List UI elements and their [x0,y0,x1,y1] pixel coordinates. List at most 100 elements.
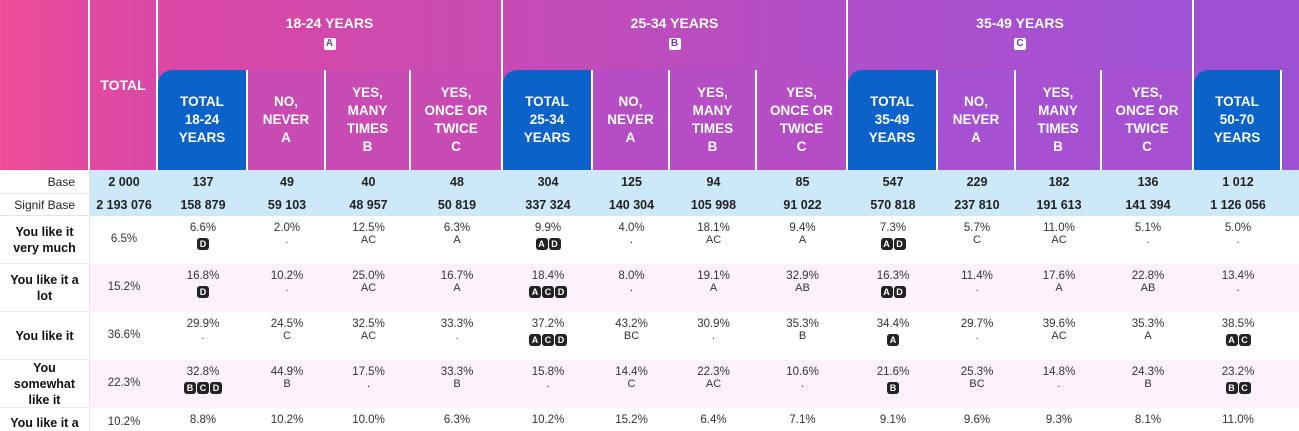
data-cell: 7.3% A D [848,216,938,264]
significance-badge: A [880,286,893,298]
data-cell: 16.3% A D [848,264,938,312]
subheader-line: TIMES [691,121,734,136]
cell-percent: 17.6% [1042,270,1076,282]
sig-value: 141 394 [1125,198,1171,212]
subheader-line: 25-34 [529,112,565,127]
data-cell: 7.1% [757,408,848,431]
subheader-answer[interactable]: YES, ONCE OR TWICE C [1102,70,1194,170]
group-header-1[interactable]: 18-24 YEARS A [158,0,503,70]
data-cell: 34.4% A [848,312,938,360]
group-header-row: 18-24 YEARS A 25-34 YEARS B 35-49 YEARS C [0,0,1299,70]
row-label-line: very much [13,240,76,255]
row-label-text: You like it [15,328,73,344]
cell-percent: 8.0% [618,270,645,282]
table-row: You like it 36.6% 29.9%. 24.5% C 32.5% AC 33.3%… [0,312,1299,360]
subheader-answer[interactable]: NO, NEVER A [248,70,326,170]
data-cell: 2.0%. [248,216,326,264]
cell-percent: 35.3% [786,318,819,330]
subheader-line: C [1142,139,1152,154]
subheader-line: YES, [352,85,383,100]
data-cell: 23.2% B C [1194,360,1282,408]
base-value: 229 [966,175,988,189]
subheader-answer[interactable]: YES, MANY TIMES B [670,70,757,170]
subheader-total[interactable]: TOTAL 18-24 YEARS [158,70,248,170]
significance-badge: D [893,286,906,298]
data-cell: 25.3% BC [938,360,1016,408]
data-cell: 15.2% [593,408,670,431]
data-cell: 18.1% AC [670,216,757,264]
subheader-answer[interactable]: YES, ONCE OR TWICE C [757,70,848,170]
data-cell: 8.8% [158,408,248,431]
data-cell: 19.1% A [670,264,757,312]
subheader-answer[interactable]: NO, NEVER A [593,70,670,170]
cell-percent: 13.4% [1221,270,1255,282]
subheader-answer[interactable]: YES, MANY TIMES B [1016,70,1102,170]
table-corner [0,0,90,170]
significance-badge: A [529,334,541,346]
cell-percent: 34.4% [876,318,910,330]
group-header-next[interactable] [1194,0,1299,70]
data-cell: 12.5% AC [326,216,411,264]
cell-significance: A [453,282,461,294]
subheader-total[interactable]: TOTAL 25-34 YEARS [503,70,593,170]
cell-significance: . [546,378,550,390]
group-letter-badge: B [668,38,681,50]
cell-percent: 7.1% [789,414,816,426]
subheader-label: YES, ONCE OR TWICE C [770,84,833,156]
table-row: You like it a lot 15.2% 16.8% D 10.2%. 25.0% AC… [0,264,1299,312]
data-cell: 9.4% A [757,216,848,264]
subheader-line: YEARS [1213,130,1261,145]
group-header-label: 35-49 YEARS [976,15,1064,31]
subheader-label: YES, ONCE OR TWICE C [424,84,487,156]
significance-badge: D [548,238,561,250]
table-row: You like it a 10.2% 8.8% 10.2% 10.0% 6.3% 10.2… [0,408,1299,431]
cell-percent: 9.1% [879,414,907,426]
subheader-line: 18-24 [184,112,220,127]
data-cell: 39.6% AC [1016,312,1102,360]
data-cell: 22.3% AC [670,360,757,408]
data-cell: 36.6% [90,312,158,360]
subheader-line: A [971,130,981,145]
data-cell: 15.8%. [503,360,593,408]
subheader-line: NEVER [607,112,654,127]
cell-percent: 6.5% [110,233,138,245]
cell-significance: AB [1140,282,1156,294]
subheader-total[interactable]: TOTAL 35-49 YEARS [848,70,938,170]
total-column-header[interactable]: TOTAL [90,0,158,170]
row-label-line: You like it a [10,272,79,287]
subheader-line: YES, [1131,85,1163,100]
data-cell: 32.9% AB [757,264,848,312]
subheader-answer[interactable]: YES, MANY TIMES B [326,70,411,170]
subheader-next[interactable] [1282,70,1299,170]
cell-percent: 9.3% [1045,414,1073,426]
row-label: You somewhat like it [0,360,90,408]
cell-percent: 33.3% [440,366,474,378]
cell-significance: A [1144,330,1152,342]
subheader-line: A [281,130,291,145]
data-cell: 30.9%. [670,312,757,360]
group-header-3[interactable]: 35-49 YEARS C [848,0,1194,70]
row-label: You like it a [0,408,90,431]
cell-percent: 25.3% [960,366,994,378]
subheader-line: YES, [1042,85,1074,100]
cell-percent: 23.2% [1221,366,1255,378]
data-cell: 18.4% A C D [503,264,593,312]
subheader-line: B [362,139,373,154]
subheader-total[interactable]: TOTAL 50-70 YEARS [1194,70,1282,170]
cell-significance: B [798,330,807,342]
subheader-line: MANY [347,103,388,118]
subheader-answer[interactable]: YES, ONCE OR TWICE C [411,70,503,170]
data-cell: 10.6%. [757,360,848,408]
cell-significance: . [201,330,205,342]
data-cell: 6.4% [670,408,757,431]
sig-value: 91 022 [783,198,822,212]
cell-percent: 9.9% [534,222,562,234]
subheader-answer[interactable]: NO, NEVER A [938,70,1016,170]
cell-percent: 5.0% [1224,222,1252,234]
data-cell: 35.3% B [757,312,848,360]
group-header-2[interactable]: 25-34 YEARS B [503,0,848,70]
significance-badges: A [887,334,899,346]
cell-percent: 8.1% [1134,414,1162,426]
data-cell: 11.0% [1194,408,1282,431]
data-cell: 17.6% A [1016,264,1102,312]
